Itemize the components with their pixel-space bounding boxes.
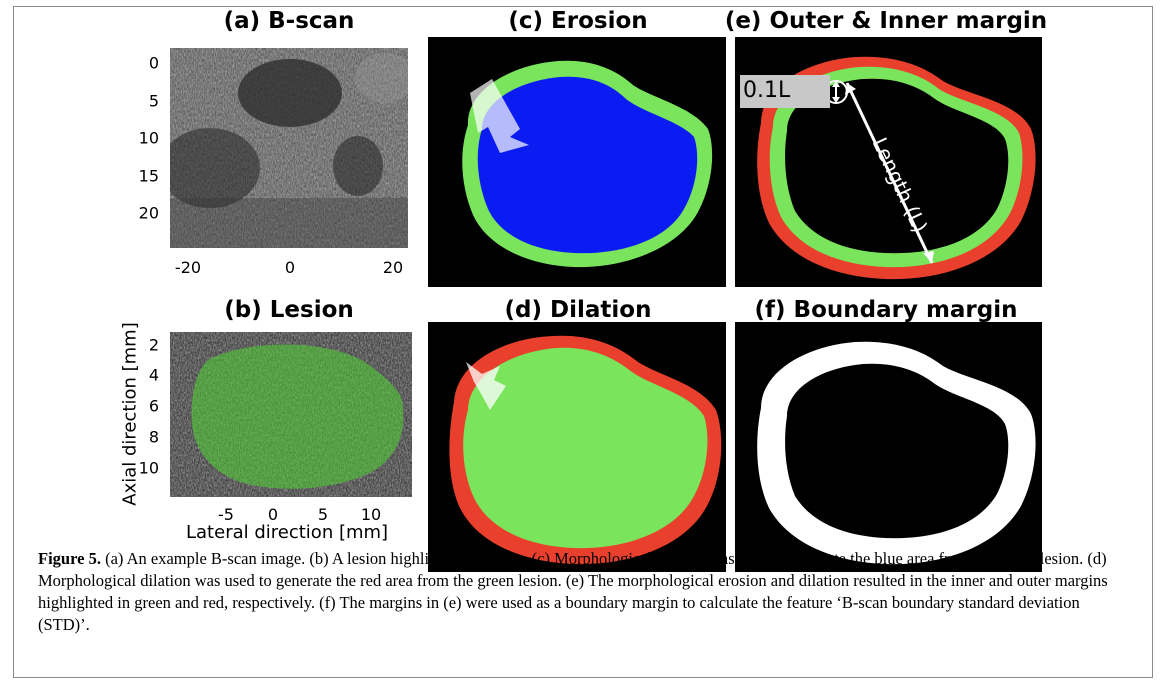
panel-f-title: (f) Boundary margin [754,297,1018,323]
boundary-panel [735,322,1042,572]
b-xtick-2: 5 [317,505,329,524]
figure-frame [13,6,1153,678]
lesion-interior [785,78,1009,254]
b-ytick-0: 2 [148,335,159,355]
b-ytick-1: 4 [148,365,159,385]
a-ytick-4: 20 [138,203,159,223]
length-arrow-head-bottom-icon [923,251,934,263]
caption-label: Figure 5. [38,549,101,568]
boundary-interior [785,363,1009,539]
erosion-panel [428,37,726,287]
b-xtick-1: 0 [267,505,279,524]
caption-text: (a) An example B-scan image. (b) A lesio… [38,549,1108,634]
dilation-panel [428,322,726,572]
a-xtick-1: 0 [284,258,296,277]
lesion-overlay [191,344,404,489]
label-box [740,75,830,108]
b-xtick-0: -5 [218,505,234,524]
b-ytick-4: 10 [138,458,159,478]
a-ytick-1: 5 [148,91,159,111]
inward-arrow-icon [470,79,529,153]
small-arrow-up-icon [832,81,840,87]
b-ylabel: Axial direction [mm] [119,322,141,506]
panel-e-title: (e) Outer & Inner margin [724,8,1048,34]
eroded-blue-region [477,76,698,254]
a-ytick-2: 10 [138,128,159,148]
margin-panel [735,37,1042,287]
b-xlabel: Lateral direction [mm] [186,522,389,543]
bscan-image [170,48,408,248]
a-ytick-0: 0 [148,53,159,73]
b-xtick-3: 10 [360,505,382,524]
small-arrow-down-icon [832,97,840,103]
length-arrow [845,82,934,264]
small-margin-label: 0.1L [743,78,791,103]
outward-arrow-icon [466,362,506,410]
lesion-green-region [463,347,708,549]
a-ytick-3: 15 [138,166,159,186]
figure-caption: Figure 5. (a) An example B-scan image. (… [38,548,1133,636]
panel-b-title: (b) Lesion [224,297,354,323]
a-xtick-0: -20 [174,258,202,277]
a-xtick-2: 20 [382,258,404,277]
lesion-image [170,332,412,497]
panel-c-title: (c) Erosion [508,8,648,34]
panel-a-title: (a) B-scan [223,8,355,34]
panel-d-title: (d) Dilation [504,297,652,323]
b-ytick-2: 6 [148,396,159,416]
b-ytick-3: 8 [148,427,159,447]
